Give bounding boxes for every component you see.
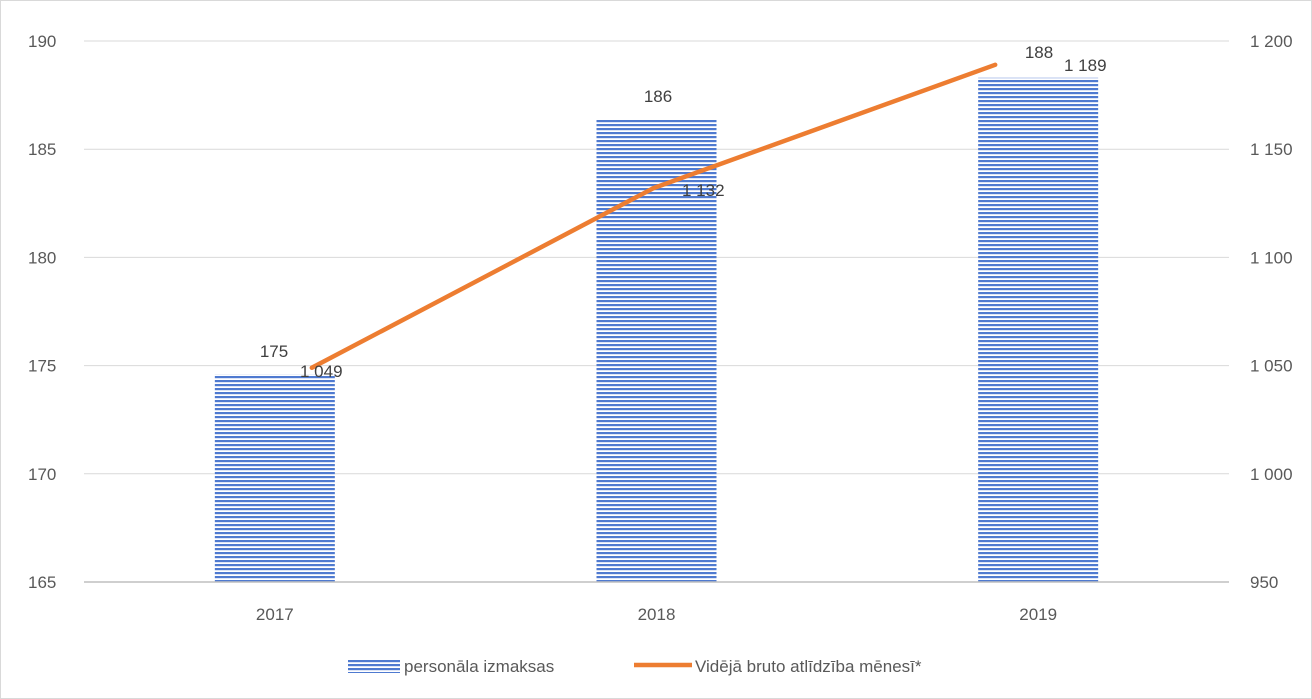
legend-label-line: Vidējā bruto atlīdzība mēnesī* <box>695 657 922 676</box>
legend-swatch-bars <box>348 659 400 673</box>
y-left-tick-label: 170 <box>28 465 56 484</box>
y-right-tick-label: 1 200 <box>1250 32 1293 51</box>
y-right-tick-label: 1 150 <box>1250 140 1293 159</box>
legend-label-bars: personāla izmaksas <box>404 657 554 676</box>
bar <box>214 374 335 582</box>
line-series <box>309 62 998 371</box>
data-labels: 175 186 188 1 049 1 132 1 189 <box>260 43 1107 381</box>
line-data-label: 1 189 <box>1064 56 1107 75</box>
y-left-tick-label: 180 <box>28 248 56 267</box>
bar <box>978 77 1099 583</box>
y-left-tick-label: 175 <box>28 357 56 376</box>
line-data-label: 1 049 <box>300 362 343 381</box>
y-left-tick-label: 185 <box>28 140 56 159</box>
x-tick-label: 2018 <box>638 605 676 624</box>
x-tick-label: 2017 <box>256 605 294 624</box>
line-path <box>309 62 998 371</box>
y-right-tick-label: 950 <box>1250 573 1278 592</box>
bar-data-label: 186 <box>644 87 672 106</box>
y-right-tick-label: 1 100 <box>1250 248 1293 267</box>
bar-data-label: 175 <box>260 342 288 361</box>
bar-series <box>214 77 1099 583</box>
legend: personāla izmaksas Vidējā bruto atlīdzīb… <box>348 657 922 676</box>
axes: 165 170 175 180 185 190 950 1 000 1 050 1 100 1 15… <box>28 32 1293 624</box>
y-left-tick-label: 165 <box>28 573 56 592</box>
y-right-tick-label: 1 050 <box>1250 357 1293 376</box>
bar <box>596 118 717 583</box>
y-right-tick-label: 1 000 <box>1250 465 1293 484</box>
bar-data-label: 188 <box>1025 43 1053 62</box>
line-data-label: 1 132 <box>682 181 725 200</box>
y-left-tick-label: 190 <box>28 32 56 51</box>
x-tick-label: 2019 <box>1019 605 1057 624</box>
